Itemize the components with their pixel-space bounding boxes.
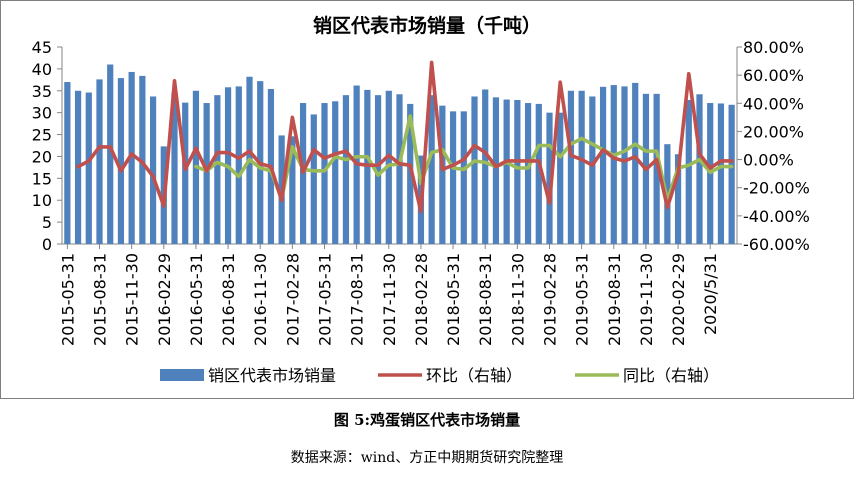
x-tick-label: 2015-05-31 <box>58 253 77 346</box>
bar <box>128 71 135 244</box>
bar <box>685 99 692 245</box>
bar <box>182 102 189 244</box>
bar <box>439 105 446 244</box>
x-tick-label: 2020/5/31 <box>701 253 720 335</box>
bar <box>449 111 457 244</box>
bar <box>342 95 350 245</box>
bar <box>653 93 660 244</box>
chart-title: 销区代表市场销量（千吨） <box>313 14 541 37</box>
bar <box>96 79 103 244</box>
bar <box>535 103 542 245</box>
right-tick-label: 20.00% <box>743 122 804 141</box>
left-tick-label: 30 <box>32 104 52 123</box>
x-tick-label: 2017-05-31 <box>316 253 335 346</box>
x-tick-label: 2015-11-30 <box>123 253 142 346</box>
chart-frame: 销区代表市场销量（千吨） 0 5 10 15 20 25 30 35 40 45 -60.00% -40… <box>0 0 854 399</box>
bar <box>610 85 617 244</box>
bar <box>482 89 489 244</box>
left-tick-label: 25 <box>32 126 52 145</box>
bar <box>567 90 575 245</box>
bar <box>599 86 607 245</box>
bar <box>407 103 414 245</box>
bar <box>674 154 682 244</box>
bar <box>332 101 339 244</box>
bar <box>310 114 317 244</box>
bar <box>578 90 585 245</box>
x-tick-label: 2017-08-31 <box>348 253 367 346</box>
bar <box>107 64 114 244</box>
left-tick-label: 40 <box>32 60 52 79</box>
right-tick-label: 40.00% <box>743 94 804 113</box>
x-tick-label: 2018-02-28 <box>412 253 431 346</box>
left-tick-label: 15 <box>32 169 52 188</box>
x-tick-label: 2015-08-31 <box>91 253 110 346</box>
x-tick-label: 2016-11-30 <box>251 253 270 346</box>
x-tick-label: 2018-05-31 <box>444 253 463 346</box>
bar <box>492 97 500 244</box>
bar <box>139 75 146 244</box>
bar <box>460 111 467 244</box>
bar <box>289 136 296 244</box>
bar <box>149 96 157 244</box>
figure-caption: 图 5:鸡蛋销区代表市场销量 <box>333 411 521 429</box>
left-tick-label: 5 <box>42 213 52 232</box>
legend-swatch-bar <box>160 369 204 381</box>
bar <box>557 112 564 245</box>
right-tick-label: 60.00% <box>743 66 804 85</box>
bar <box>117 78 125 245</box>
x-tick-label: 2020-02-29 <box>669 253 688 346</box>
left-tick-label: 10 <box>32 191 52 210</box>
bar <box>589 96 596 244</box>
bar <box>503 99 510 245</box>
bar <box>621 86 628 245</box>
legend-label: 环比（右轴） <box>426 366 522 385</box>
x-tick-label: 2019-02-28 <box>541 253 560 346</box>
right-tick-label: -40.00% <box>743 207 810 226</box>
bar <box>171 92 178 244</box>
bar <box>203 103 210 244</box>
x-tick-label: 2016-08-31 <box>219 253 238 346</box>
bar <box>64 82 71 245</box>
legend-label: 销区代表市场销量 <box>208 366 336 385</box>
right-tick-label: -20.00% <box>743 179 810 198</box>
bar <box>235 86 242 245</box>
x-tick-label: 2017-11-30 <box>380 253 399 346</box>
left-tick-label: 35 <box>32 82 52 101</box>
x-tick-label: 2017-02-28 <box>283 253 302 346</box>
x-tick-label: 2016-02-29 <box>155 253 174 346</box>
bar <box>696 94 703 244</box>
bar <box>396 94 403 244</box>
chart-svg: 销区代表市场销量（千吨） 0 5 10 15 20 25 30 35 40 45 -60.00% -40… <box>0 0 854 399</box>
right-tick-label: 80.00% <box>743 38 804 57</box>
x-tick-label: 2018-11-30 <box>508 253 527 346</box>
left-tick-label: 0 <box>42 235 52 254</box>
x-tick-label: 2018-08-31 <box>476 253 495 346</box>
bar <box>514 99 521 245</box>
left-tick-label: 45 <box>32 38 52 57</box>
bar <box>85 92 92 244</box>
bar <box>524 103 532 244</box>
x-tick-label: 2019-05-31 <box>573 253 592 346</box>
bar <box>214 95 221 245</box>
right-tick-label: -60.00% <box>743 235 810 254</box>
x-tick-label: 2016-05-31 <box>187 253 206 346</box>
bar <box>471 96 478 244</box>
bar <box>428 95 435 245</box>
bar <box>321 103 328 244</box>
right-tick-label: 0.00% <box>743 151 794 170</box>
bar <box>374 95 382 245</box>
figure-source: 数据来源：wind、方正中期期货研究院整理 <box>290 450 564 466</box>
bar <box>717 103 725 245</box>
bar <box>546 112 553 245</box>
bar <box>632 82 639 244</box>
x-tick-label: 2019-11-30 <box>637 253 656 346</box>
x-tick-label: 2019-08-31 <box>605 253 624 346</box>
left-tick-label: 20 <box>32 147 52 166</box>
series-line-mom <box>76 60 734 214</box>
bar <box>728 104 735 244</box>
legend-label: 同比（右轴） <box>623 366 719 385</box>
